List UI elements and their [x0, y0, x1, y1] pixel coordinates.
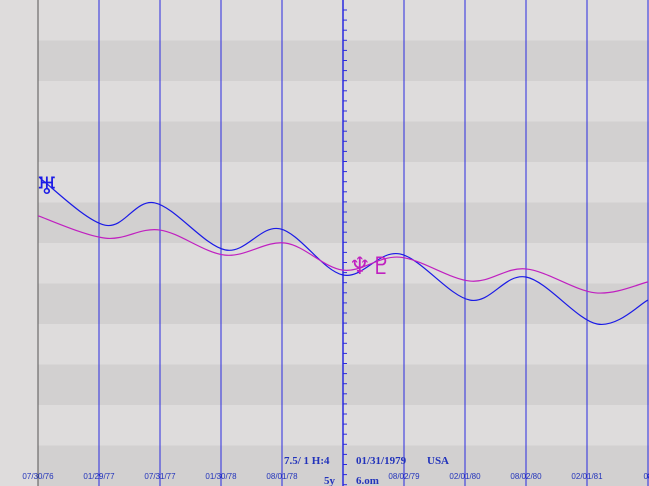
center-ticks [343, 9, 347, 486]
series-line [37, 215, 649, 294]
x-tick-label: 01/30/78 [205, 472, 237, 481]
legend-glyph: ♅ [36, 172, 58, 200]
info-text: 01/31/1979 [356, 455, 407, 467]
x-tick-label: 08 [644, 472, 649, 481]
info-text: 5y [324, 475, 336, 486]
x-tick-label: 07/31/77 [144, 472, 176, 481]
x-tick-label: 02/01/81 [571, 472, 603, 481]
x-tick-label: 08/02/80 [510, 472, 542, 481]
x-tick-label: 02/01/80 [449, 472, 481, 481]
x-tick-label: 08/02/79 [388, 472, 420, 481]
info-text: USA [427, 455, 449, 467]
series-line [39, 177, 649, 325]
info-text: 6.om [356, 475, 379, 486]
x-tick-label: 08/01/78 [266, 472, 298, 481]
x-tick-label: 07/30/76 [22, 472, 54, 481]
x-tick-label: 01/29/77 [83, 472, 115, 481]
legend-glyph: ♆♇ [349, 252, 392, 280]
info-text: 7.5/ 1 H:4 [284, 455, 330, 467]
